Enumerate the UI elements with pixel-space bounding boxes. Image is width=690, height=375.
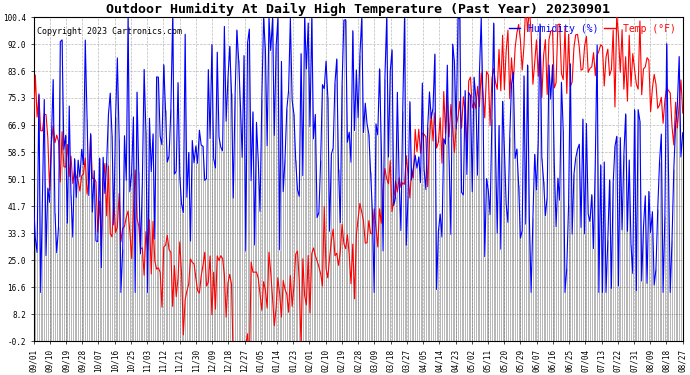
Legend: Humidity (%), Temp (°F): Humidity (%), Temp (°F) xyxy=(507,22,678,36)
Title: Outdoor Humidity At Daily High Temperature (Past Year) 20230901: Outdoor Humidity At Daily High Temperatu… xyxy=(106,3,610,16)
Text: Copyright 2023 Cartronics.com: Copyright 2023 Cartronics.com xyxy=(37,27,181,36)
